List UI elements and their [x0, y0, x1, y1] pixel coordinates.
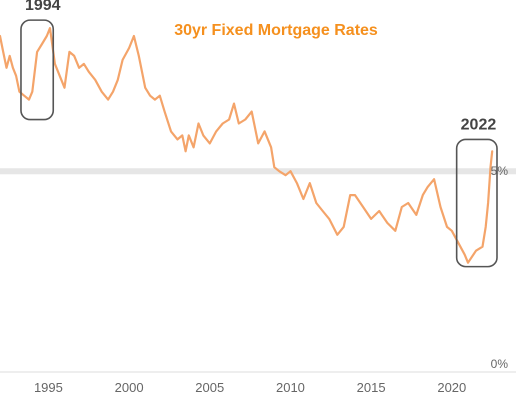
x-tick-label: 1995 [34, 380, 63, 395]
annotation-box [455, 138, 498, 268]
grid-layer: 5% 0% [0, 164, 516, 371]
axis-layer: 1995 2000 2005 2010 2015 2020 [0, 371, 516, 395]
series-layer [0, 27, 494, 264]
x-tick-label: 2000 [115, 380, 144, 395]
x-tick-label: 2020 [437, 380, 466, 395]
x-tick-label: 2005 [195, 380, 224, 395]
y-tick-label: 5% [491, 164, 509, 178]
annotation-label: 2022 [461, 116, 497, 133]
x-tick-label: 2015 [357, 380, 386, 395]
annotation-box [20, 19, 55, 121]
annotation-label: 1994 [25, 0, 61, 14]
x-tick-label: 2010 [276, 380, 305, 395]
series-line [0, 27, 494, 264]
y-tick-label: 0% [491, 357, 509, 371]
chart-title: 30yr Fixed Mortgage Rates [174, 22, 378, 39]
annotation-layer: 1994 2022 [20, 0, 498, 268]
